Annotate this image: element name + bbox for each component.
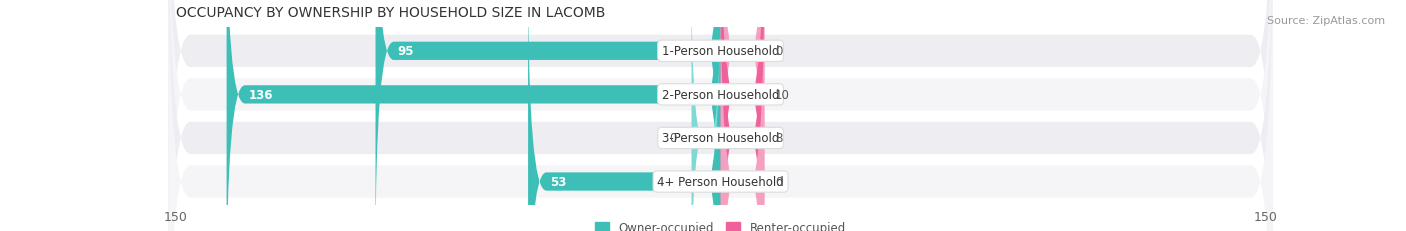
Text: 2-Person Household: 2-Person Household — [662, 88, 779, 101]
Text: 1-Person Household: 1-Person Household — [662, 45, 779, 58]
Text: 0: 0 — [775, 175, 782, 188]
Text: OCCUPANCY BY OWNERSHIP BY HOUSEHOLD SIZE IN LACOMB: OCCUPANCY BY OWNERSHIP BY HOUSEHOLD SIZE… — [176, 6, 605, 20]
Text: 3-Person Household: 3-Person Household — [662, 132, 779, 145]
Text: 4+ Person Household: 4+ Person Household — [657, 175, 785, 188]
Text: 53: 53 — [550, 175, 567, 188]
FancyBboxPatch shape — [692, 0, 721, 231]
Text: 0: 0 — [669, 132, 678, 145]
Text: 10: 10 — [775, 88, 790, 101]
FancyBboxPatch shape — [721, 0, 765, 231]
FancyBboxPatch shape — [529, 0, 721, 231]
FancyBboxPatch shape — [169, 0, 1272, 231]
Text: Source: ZipAtlas.com: Source: ZipAtlas.com — [1267, 16, 1385, 26]
Text: 8: 8 — [775, 132, 782, 145]
Legend: Owner-occupied, Renter-occupied: Owner-occupied, Renter-occupied — [591, 216, 851, 231]
FancyBboxPatch shape — [721, 0, 765, 231]
Text: 136: 136 — [249, 88, 273, 101]
FancyBboxPatch shape — [721, 0, 765, 231]
FancyBboxPatch shape — [721, 0, 765, 231]
Text: 95: 95 — [398, 45, 413, 58]
FancyBboxPatch shape — [169, 0, 1272, 231]
FancyBboxPatch shape — [226, 0, 721, 231]
Text: 0: 0 — [775, 45, 782, 58]
FancyBboxPatch shape — [169, 0, 1272, 231]
FancyBboxPatch shape — [169, 0, 1272, 231]
FancyBboxPatch shape — [375, 0, 721, 231]
